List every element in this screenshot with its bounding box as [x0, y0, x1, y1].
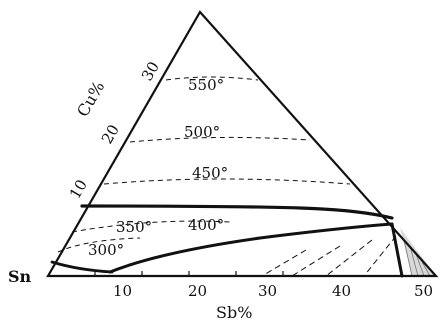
sb-tick-20: 20	[188, 282, 207, 300]
isotherm-400-label: 400°	[188, 216, 224, 234]
sb-tick-10: 10	[113, 282, 132, 300]
cu-axis-title: Cu%	[73, 78, 108, 120]
isotherm-350-label: 350°	[116, 218, 152, 236]
phase-boundaries	[50, 204, 404, 278]
sb-tick-40: 40	[332, 282, 351, 300]
right-boundary	[390, 222, 404, 278]
isotherm-550-curve	[165, 76, 259, 81]
corner-hatch-lines	[403, 239, 431, 277]
cu-tick-20: 20	[98, 121, 123, 147]
cu-tick-30: 30	[138, 58, 163, 84]
isotherm-300-label: 300°	[88, 241, 124, 259]
lower-boundary	[108, 222, 394, 274]
sn-corner-boundary	[50, 260, 114, 274]
sb-tick-50: 50	[414, 282, 433, 300]
isotherm-500-curve	[129, 136, 311, 143]
isotherm-300-curve	[57, 237, 141, 253]
isotherm-450-curve	[103, 178, 351, 185]
triangle-outline	[46, 10, 439, 278]
sb-axis-ticks	[94, 271, 284, 276]
upper-boundary	[80, 204, 394, 220]
cu-axis: 30 20 10 Cu%	[66, 58, 163, 202]
sn-corner-label: Sn	[8, 267, 32, 286]
sb-axis: 10 20 30 40 50 Sb%	[113, 282, 433, 322]
sb-tick-30: 30	[258, 282, 277, 300]
isotherm-550-label: 550°	[188, 76, 224, 94]
isotherm-350-curve	[71, 220, 231, 233]
isotherm-500-label: 500°	[184, 123, 220, 141]
isotherm-curves	[57, 76, 351, 253]
isotherm-450-label: 450°	[192, 164, 228, 182]
sb-axis-title: Sb%	[216, 303, 252, 322]
tie-lines	[261, 235, 397, 277]
cu-tick-10: 10	[66, 176, 91, 202]
